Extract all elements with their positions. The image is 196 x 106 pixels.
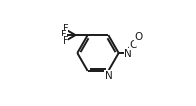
Text: N: N xyxy=(105,71,113,81)
Text: N: N xyxy=(124,49,132,59)
Text: F: F xyxy=(63,24,68,34)
Text: O: O xyxy=(134,32,143,42)
Text: F: F xyxy=(63,36,68,46)
Text: F: F xyxy=(61,30,67,40)
Text: C: C xyxy=(130,40,137,50)
